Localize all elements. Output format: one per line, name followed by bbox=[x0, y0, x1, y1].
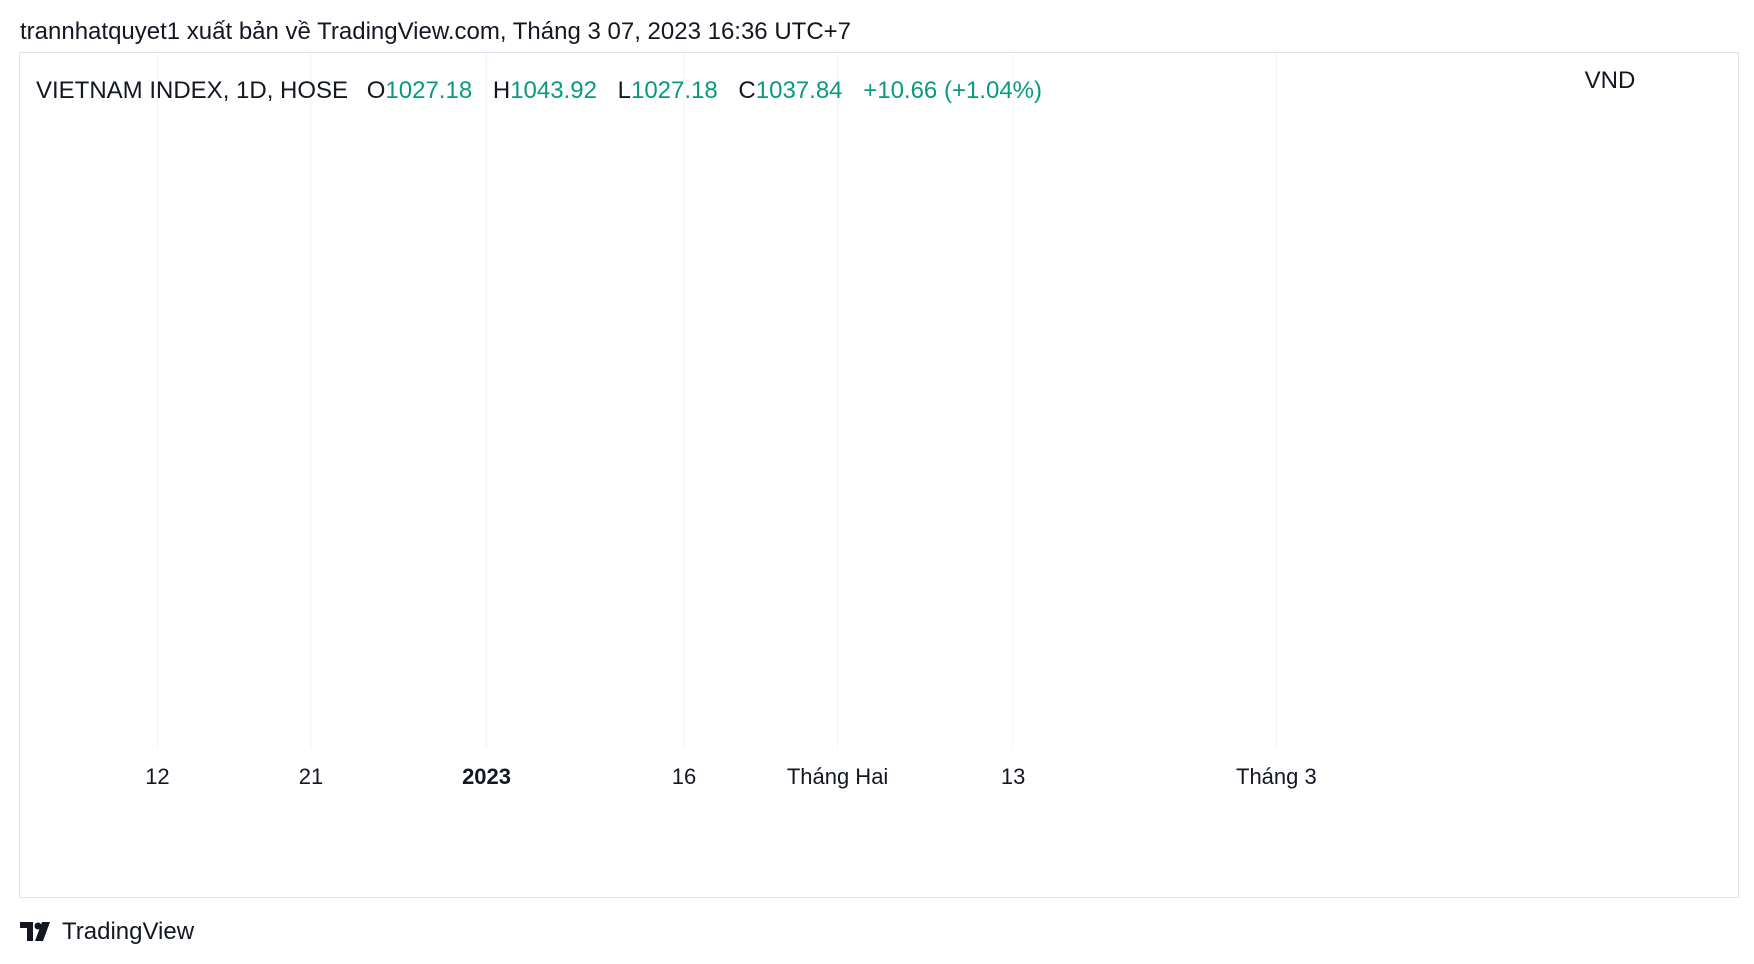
chart-frame bbox=[19, 52, 1739, 898]
brand-name: TradingView bbox=[62, 918, 195, 945]
candle bbox=[764, 0, 780, 53]
candle bbox=[18, 0, 34, 53]
candle bbox=[106, 0, 122, 53]
x-tick-label: 16 bbox=[672, 764, 696, 789]
candle bbox=[1225, 0, 1241, 53]
candle bbox=[1071, 0, 1087, 53]
tradingview-logo-icon bbox=[20, 922, 50, 941]
candle bbox=[1027, 0, 1043, 53]
candle bbox=[259, 0, 275, 53]
candle bbox=[1268, 0, 1284, 53]
high-value: 1043.92 bbox=[510, 77, 597, 104]
candle bbox=[457, 0, 473, 53]
low-value: 1027.18 bbox=[630, 77, 718, 104]
candle bbox=[786, 0, 802, 53]
candle bbox=[1356, 0, 1372, 53]
high-label: H bbox=[492, 77, 511, 104]
candle bbox=[1181, 0, 1197, 53]
candle bbox=[237, 0, 253, 53]
candle bbox=[1159, 0, 1175, 53]
candle bbox=[1312, 0, 1328, 53]
open-label: O bbox=[366, 77, 386, 104]
candle bbox=[1246, 0, 1262, 53]
candle bbox=[1203, 0, 1219, 53]
candle bbox=[632, 0, 648, 53]
candle bbox=[1005, 0, 1021, 53]
ohlc-legend: VIETNAM INDEX, 1D, HOSE O1027.18 H1043.9… bbox=[36, 77, 1056, 105]
candle bbox=[544, 0, 560, 53]
currency-label: VND bbox=[1585, 67, 1636, 94]
candle bbox=[1115, 0, 1131, 53]
candle bbox=[171, 0, 187, 53]
candle bbox=[325, 0, 341, 53]
candle bbox=[193, 0, 209, 53]
candle bbox=[1049, 0, 1065, 53]
candle bbox=[1334, 0, 1350, 53]
candle bbox=[84, 0, 100, 53]
candle bbox=[852, 0, 868, 53]
change-value: +10.66 (+1.04%) bbox=[863, 77, 1042, 104]
candle bbox=[479, 0, 495, 53]
x-tick-label: Tháng 3 bbox=[1236, 764, 1317, 789]
time-axis: 12 21 2023 16 Tháng Hai 13 Tháng 3 bbox=[145, 764, 1317, 789]
candle bbox=[303, 0, 319, 53]
candle bbox=[500, 0, 516, 53]
candles bbox=[18, 0, 1394, 53]
candle bbox=[830, 0, 846, 53]
candle bbox=[149, 0, 165, 53]
candle bbox=[1093, 0, 1109, 53]
candle bbox=[698, 0, 714, 53]
candle bbox=[939, 0, 955, 53]
candle bbox=[1290, 0, 1306, 53]
candle bbox=[961, 0, 977, 53]
x-tick-label: Tháng Hai bbox=[787, 764, 889, 789]
candle bbox=[391, 0, 407, 53]
candle bbox=[215, 0, 231, 53]
x-tick-label: 12 bbox=[145, 764, 169, 789]
candle bbox=[369, 0, 385, 53]
candle bbox=[720, 0, 736, 53]
candle bbox=[610, 0, 626, 53]
candle bbox=[895, 0, 911, 53]
candle bbox=[917, 0, 933, 53]
low-label: L bbox=[617, 77, 631, 104]
candle bbox=[347, 0, 363, 53]
x-tick-label: 21 bbox=[299, 764, 323, 789]
candle bbox=[413, 0, 429, 53]
candle bbox=[1378, 0, 1394, 53]
candle bbox=[588, 0, 604, 53]
candle bbox=[128, 0, 144, 53]
close-label: C bbox=[738, 77, 756, 104]
candle bbox=[40, 0, 56, 53]
candle bbox=[522, 0, 538, 53]
candle bbox=[654, 0, 670, 53]
candle bbox=[1137, 0, 1153, 53]
candle bbox=[566, 0, 582, 53]
candle bbox=[435, 0, 451, 53]
candle bbox=[873, 0, 889, 53]
open-value: 1027.18 bbox=[385, 77, 473, 104]
tradingview-brand[interactable]: TradingView bbox=[20, 918, 194, 946]
x-tick-label: 13 bbox=[1001, 764, 1025, 789]
close-value: 1037.84 bbox=[755, 77, 843, 104]
candle bbox=[983, 0, 999, 53]
publisher-line: trannhatquyet1 xuất bản về TradingView.c… bbox=[20, 18, 852, 45]
candle bbox=[281, 0, 297, 53]
candle bbox=[742, 0, 758, 53]
candle bbox=[62, 0, 78, 53]
x-tick-label: 2023 bbox=[462, 764, 511, 789]
candle bbox=[808, 0, 824, 53]
candle bbox=[676, 0, 692, 53]
grid bbox=[156, 53, 1277, 748]
symbol-title: VIETNAM INDEX, 1D, HOSE bbox=[36, 77, 349, 104]
